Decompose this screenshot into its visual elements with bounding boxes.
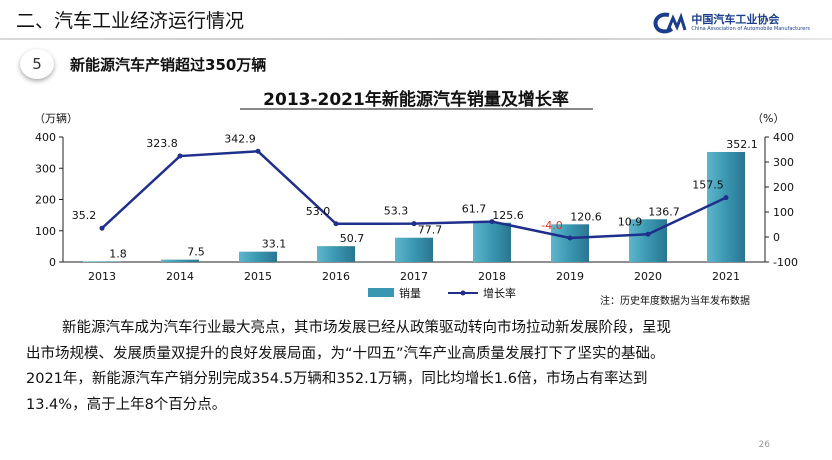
sales-bar-label: 352.1 bbox=[726, 138, 758, 151]
sales-bar bbox=[473, 222, 511, 262]
logo-chinese-name: 中国汽车工业协会 bbox=[691, 13, 780, 26]
sales-bar bbox=[707, 151, 745, 262]
x-tick-label: 2016 bbox=[322, 270, 350, 283]
growth-rate-label: 53.0 bbox=[306, 205, 331, 218]
growth-rate-label: 323.8 bbox=[146, 137, 178, 150]
sales-bar bbox=[239, 251, 277, 262]
growth-rate-label: 35.2 bbox=[72, 209, 97, 222]
sales-bar bbox=[83, 261, 121, 262]
paragraph-line-3: 2021年，新能源汽车产销分别完成354.5万辆和352.1万辆，同比均增长1.… bbox=[26, 371, 648, 387]
growth-rate-point bbox=[411, 221, 417, 227]
section-title: 二、汽车工业经济运行情况 bbox=[16, 10, 245, 32]
y2-tick-label: -100 bbox=[773, 256, 798, 269]
growth-rate-point bbox=[567, 235, 573, 241]
logo-english-name: China Association of Automobile Manufact… bbox=[691, 26, 810, 32]
growth-rate-point bbox=[723, 195, 729, 201]
sales-bar bbox=[395, 237, 433, 262]
legend-growth-marker bbox=[460, 290, 466, 296]
growth-rate-label: 10.9 bbox=[618, 215, 643, 228]
chart-title: 2013-2021年新能源汽车销量及增长率 bbox=[263, 89, 569, 110]
sales-bar-label: 1.8 bbox=[109, 247, 127, 260]
y-tick-label: 100 bbox=[35, 225, 56, 238]
paragraph-line-1: 新能源汽车成为汽车行业最大亮点，其市场发展已经从政策驱动转向市场拉动新发展阶段，… bbox=[62, 320, 671, 336]
growth-rate-label: 61.7 bbox=[462, 203, 487, 216]
paragraph-line-2: 出市场规模、发展质量双提升的良好发展局面，为“十四五”汽车产业高质量发展打下了坚… bbox=[26, 345, 665, 362]
x-tick-label: 2021 bbox=[712, 270, 740, 283]
association-logo: 中国汽车工业协会 China Association of Automobile… bbox=[653, 12, 810, 34]
y2-axis-label: （%） bbox=[752, 112, 784, 125]
x-tick-label: 2020 bbox=[634, 270, 662, 283]
legend-growth-label: 增长率 bbox=[483, 286, 516, 300]
y-tick-label: 300 bbox=[35, 162, 56, 175]
x-tick-label: 2014 bbox=[166, 270, 194, 283]
growth-rate-point bbox=[333, 221, 339, 227]
y-axis-label: （万辆） bbox=[34, 111, 78, 125]
x-tick-label: 2017 bbox=[400, 270, 428, 283]
sales-bar-label: 120.6 bbox=[570, 210, 602, 223]
legend-sales-label: 销量 bbox=[399, 286, 421, 300]
sales-bar-label: 136.7 bbox=[648, 205, 680, 218]
sales-bar bbox=[161, 259, 199, 262]
y2-tick-label: 400 bbox=[773, 131, 794, 144]
y-tick-label: 0 bbox=[49, 256, 56, 269]
sales-bar bbox=[317, 246, 355, 262]
page-number: 26 bbox=[758, 440, 770, 450]
y2-tick-label: 0 bbox=[773, 231, 780, 244]
x-tick-label: 2013 bbox=[88, 270, 116, 283]
sales-growth-chart: 2013-2021年新能源汽车销量及增长率 （万辆） （%） 0 100 200 300 40… bbox=[34, 89, 798, 307]
sales-bar-label: 33.1 bbox=[262, 238, 287, 251]
slide-subtitle: 新能源汽车产销超过350万辆 bbox=[70, 56, 267, 74]
sales-bar-label: 50.7 bbox=[340, 232, 365, 245]
growth-rate-point bbox=[645, 231, 651, 237]
summary-paragraph: 新能源汽车成为汽车行业最大亮点，其市场发展已经从政策驱动转向市场拉动新发展阶段，… bbox=[26, 316, 816, 418]
growth-rate-label: 157.5 bbox=[692, 179, 724, 192]
slide-number-badge: 5 bbox=[20, 49, 54, 79]
y-tick-label: 200 bbox=[35, 194, 56, 207]
growth-rate-point bbox=[489, 219, 495, 225]
growth-rate-label: -4.0 bbox=[541, 219, 562, 232]
growth-rate-point bbox=[99, 225, 105, 231]
cam-logo-icon bbox=[653, 12, 687, 34]
y2-tick-label: 200 bbox=[773, 181, 794, 194]
header-divider bbox=[0, 38, 832, 40]
x-tick-label: 2018 bbox=[478, 270, 506, 283]
y-tick-label: 400 bbox=[35, 131, 56, 144]
sales-bar bbox=[551, 224, 589, 262]
sales-bar-label: 125.6 bbox=[492, 209, 524, 222]
sales-bar-label: 77.7 bbox=[418, 224, 443, 237]
x-tick-label: 2019 bbox=[556, 270, 584, 283]
y2-tick-label: 100 bbox=[773, 206, 794, 219]
growth-rate-label: 53.3 bbox=[384, 205, 409, 218]
growth-rate-point bbox=[177, 153, 183, 159]
x-tick-label: 2015 bbox=[244, 270, 272, 283]
growth-rate-label: 342.9 bbox=[224, 132, 256, 145]
chart-note: 注：历史年度数据为当年发布数据 bbox=[600, 294, 750, 307]
sales-bar-label: 7.5 bbox=[187, 246, 205, 259]
growth-rate-point bbox=[255, 148, 261, 154]
y2-tick-label: 300 bbox=[773, 156, 794, 169]
legend-sales-swatch bbox=[368, 288, 394, 297]
sales-bar bbox=[629, 219, 667, 262]
paragraph-line-4: 13.4%，高于上年8个百分点。 bbox=[26, 396, 227, 413]
